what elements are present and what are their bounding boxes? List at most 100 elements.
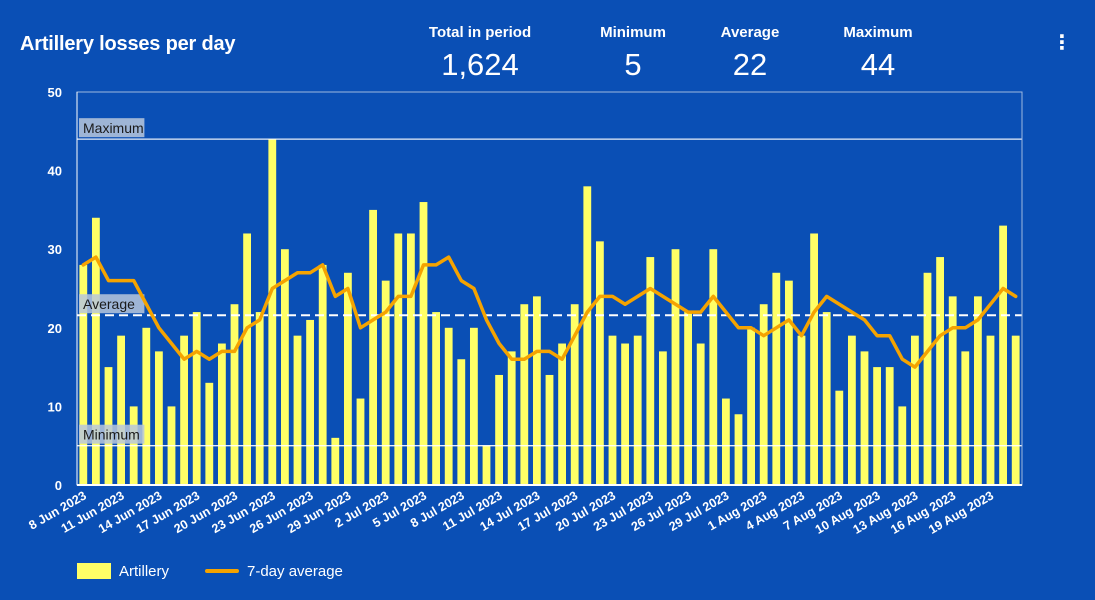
bar-13-jul-2023 [520,304,529,485]
bar-21-aug-2023 [1011,335,1020,485]
stat-maximum-value: 44 [860,47,896,82]
bar-17-jun-2023 [192,312,201,485]
stat-maximum: Maximum 44 [828,24,928,83]
bar-28-jun-2023 [331,437,340,485]
bar-10-jul-2023 [482,445,491,485]
bar-13-aug-2023 [910,335,919,485]
bar-22-jun-2023 [255,312,264,485]
bar-11-aug-2023 [885,367,894,485]
bar-21-jun-2023 [243,233,251,485]
bar-9-aug-2023 [860,351,869,485]
series-7-day-average-line [81,255,1018,369]
y-tick-label-0: 0 [55,478,62,493]
bar-21-jul-2023 [621,343,629,485]
bar-15-aug-2023 [936,257,944,485]
bar-26-jul-2023 [684,312,692,485]
stat-maximum-label: Maximum [843,24,913,41]
stat-average: Average 22 [700,24,800,83]
bar-7-jul-2023 [444,327,453,485]
bar-4-aug-2023 [797,335,806,485]
legend-bar-swatch [77,563,111,579]
bar-17-aug-2023 [961,351,970,485]
bar-9-jun-2023 [91,217,100,485]
bar-26-jun-2023 [306,319,314,485]
bar-31-jul-2023 [747,327,755,485]
bar-13-jun-2023 [142,327,151,485]
y-tick-label-20: 20 [48,321,62,336]
bar-24-jun-2023 [280,249,289,485]
bar-1-aug-2023 [759,304,768,485]
bar-19-jul-2023 [595,241,604,485]
bar-10-aug-2023 [873,367,881,485]
stat-total-label: Total in period [428,24,532,41]
reference-label-maximum: Maximum [83,120,144,136]
bar-17-jul-2023 [570,304,579,485]
bar-15-jul-2023 [545,374,554,485]
bar-29-jun-2023 [343,272,352,485]
more-options-icon[interactable]: ⋮ [1052,32,1072,54]
bar-8-jul-2023 [457,359,466,485]
bar-27-jul-2023 [696,343,705,485]
legend-artillery: Artillery [77,561,169,581]
bar-23-jul-2023 [646,257,655,485]
legend-artillery-label: Artillery [119,562,170,580]
y-tick-label-30: 30 [48,242,62,257]
bar-18-aug-2023 [973,296,982,485]
bar-16-jul-2023 [558,343,566,485]
bar-9-jul-2023 [469,327,478,485]
bar-8-jun-2023 [79,264,88,485]
reference-label-average: Average [83,296,135,312]
stat-total-value: 1,624 [441,47,519,82]
y-tick-label-10: 10 [48,399,62,414]
bar-14-jun-2023 [154,351,163,485]
bar-8-aug-2023 [847,335,856,485]
stat-total: Total in period 1,624 [420,24,540,83]
bar-2-aug-2023 [772,272,781,485]
bar-4-jul-2023 [406,233,415,485]
bar-11-jul-2023 [495,374,503,485]
bar-5-aug-2023 [810,233,818,485]
bar-28-jul-2023 [709,249,718,485]
bar-14-aug-2023 [923,272,932,485]
bar-14-jul-2023 [532,296,541,485]
reference-label-bg-average [79,294,145,314]
legend-average-label: 7-day average [247,562,343,580]
bar-29-jul-2023 [721,398,730,485]
stat-average-value: 22 [732,47,768,82]
legend-average: 7-day average [205,561,343,581]
bar-3-jul-2023 [394,233,403,485]
chart-title: Artillery losses per day [20,33,236,55]
bar-30-jun-2023 [356,398,365,485]
legend-line-swatch [205,569,239,573]
stat-minimum-label: Minimum [600,24,666,41]
bar-27-jun-2023 [318,264,327,485]
bar-16-jun-2023 [180,335,188,485]
reference-label-minimum: Minimum [83,427,140,443]
bar-1-jul-2023 [369,209,377,485]
bar-18-jun-2023 [205,382,214,485]
bar-3-aug-2023 [784,280,793,485]
bar-25-jun-2023 [293,335,302,485]
bar-7-aug-2023 [835,390,844,485]
bar-20-aug-2023 [999,225,1007,485]
y-tick-label-40: 40 [48,164,62,179]
bar-11-jun-2023 [117,335,125,485]
reference-label-bg-minimum [79,424,145,444]
bar-16-aug-2023 [948,296,957,485]
bar-19-aug-2023 [986,335,995,485]
bar-12-jul-2023 [507,351,516,485]
bar-5-jul-2023 [419,202,428,486]
stat-minimum-value: 5 [624,47,642,82]
bar-30-jul-2023 [734,414,743,485]
y-tick-label-50: 50 [48,85,62,100]
bar-22-jul-2023 [633,335,642,485]
bar-25-jul-2023 [671,249,680,485]
stat-minimum: Minimum 5 [583,24,683,83]
bar-6-aug-2023 [822,312,831,485]
bar-18-jul-2023 [583,186,592,485]
bar-6-jul-2023 [432,312,440,485]
bar-19-jun-2023 [217,343,226,485]
bar-20-jul-2023 [608,335,617,485]
stat-average-label: Average [720,24,780,41]
